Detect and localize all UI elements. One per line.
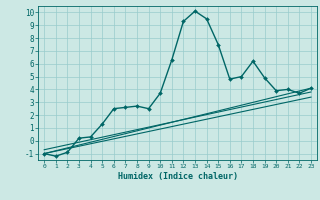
X-axis label: Humidex (Indice chaleur): Humidex (Indice chaleur) (118, 172, 238, 181)
